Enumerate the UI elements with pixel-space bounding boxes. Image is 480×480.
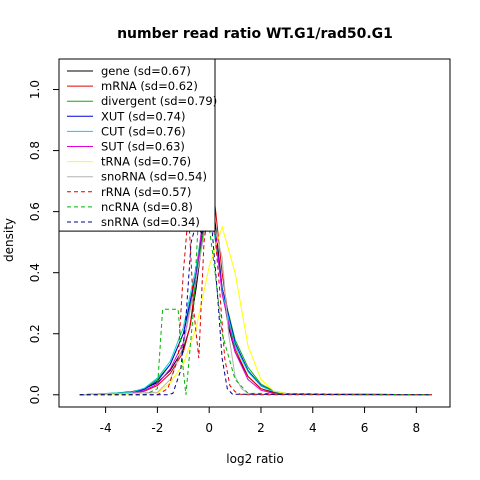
legend-label: snRNA (sd=0.34) [101,215,200,229]
legend-label: divergent (sd=0.79) [101,94,217,108]
y-tick-label: 0.2 [28,324,42,343]
axes-layer: -4 -2 0 2 4 6 8 0.0 0.2 0.4 0.6 0.8 1.0 [28,80,420,435]
legend-label: SUT (sd=0.63) [101,140,185,154]
x-tick-label: 4 [309,421,317,435]
y-tick-label: 0.8 [28,141,42,160]
x-tick-label: -4 [100,421,112,435]
x-axis-label: log2 ratio [226,452,283,466]
chart-title: number read ratio WT.G1/rad50.G1 [117,26,393,42]
legend-box [58,58,216,232]
legend-label: rRNA (sd=0.57) [101,185,191,199]
series-line-10 [79,216,432,396]
y-tick-label: 0.4 [28,263,42,282]
y-axis-label: density [2,218,16,262]
legend-label: CUT (sd=0.76) [101,124,186,138]
legend-label: gene (sd=0.67) [101,64,191,78]
x-tick-label: 2 [257,421,265,435]
series-line-9 [79,204,432,396]
legend: gene (sd=0.67)mRNA (sd=0.62)divergent (s… [58,58,217,232]
legend-label: mRNA (sd=0.62) [101,79,198,93]
x-tick-label: 8 [413,421,421,435]
x-tick-label: -2 [151,421,163,435]
y-tick-label: 0.6 [28,202,42,221]
x-tick-label: 6 [361,421,369,435]
legend-label: tRNA (sd=0.76) [101,155,191,169]
x-tick-label: 0 [205,421,213,435]
legend-label: snoRNA (sd=0.54) [101,170,207,184]
series-line-6 [79,225,432,396]
series-line-8 [79,205,432,396]
y-tick-label: 1.0 [28,80,42,99]
legend-label: XUT (sd=0.74) [101,109,185,123]
y-tick-label: 0.0 [28,385,42,404]
legend-label: ncRNA (sd=0.8) [101,200,193,214]
